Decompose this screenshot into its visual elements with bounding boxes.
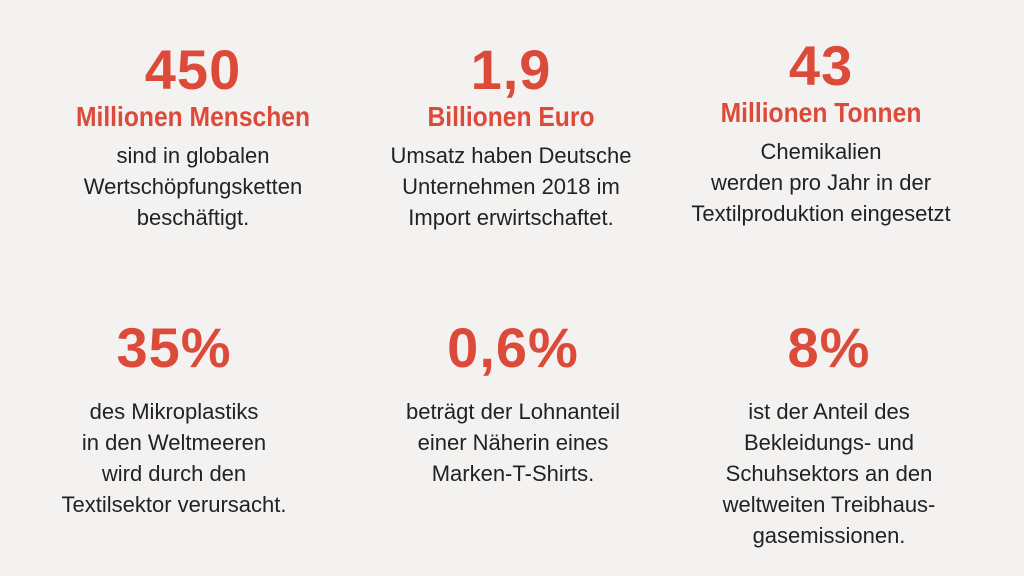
description-line: beträgt der Lohnanteil: [405, 399, 621, 424]
description-line: Chemikalien: [760, 139, 882, 164]
description-line: Marken-T-Shirts.: [431, 461, 595, 486]
description-line: gasemissionen.: [752, 523, 906, 548]
stat-number: 35%: [116, 316, 232, 379]
description-line: ist der Anteil des: [748, 399, 910, 424]
description-line: Wertschöpfungsketten: [83, 174, 303, 199]
description-line: sind in globalen: [116, 143, 270, 168]
description-line: einer Näherin eines: [417, 430, 609, 455]
description-line: in den Weltmeeren: [81, 430, 267, 455]
stat-description: sind in globalen Wertschöpfungsketten be…: [33, 140, 353, 233]
stat-number: 8%: [787, 316, 871, 379]
stat-description: beträgt der Lohnanteil einer Näherin ein…: [353, 396, 673, 489]
stat-microplastics: 35% des Mikroplastiks in den Weltmeeren …: [14, 318, 334, 520]
description-line: weltweiten Treibhaus-: [722, 492, 936, 517]
description-line: Unternehmen 2018 im: [402, 174, 620, 199]
stat-description: Umsatz haben Deutsche Unternehmen 2018 i…: [351, 140, 671, 233]
stat-description: ist der Anteil des Bekleidungs- und Schu…: [669, 396, 989, 551]
stat-unit: Millionen Tonnen: [720, 97, 922, 128]
stat-number: 43: [788, 34, 854, 97]
stat-description: des Mikroplastiks in den Weltmeeren wird…: [14, 396, 334, 520]
stat-unit: Millionen Menschen: [75, 101, 311, 132]
stat-unit: Billionen Euro: [427, 101, 595, 132]
stat-number: 450: [144, 38, 242, 101]
description-line: des Mikroplastiks: [89, 399, 259, 424]
description-line: beschäftigt.: [136, 205, 250, 230]
description-line: Textilproduktion eingesetzt: [691, 201, 951, 226]
stat-workers: 450 Millionen Menschen sind in globalen …: [33, 40, 353, 233]
stat-wage-share: 0,6% beträgt der Lohnanteil einer Näheri…: [353, 318, 673, 489]
description-line: Umsatz haben Deutsche: [390, 143, 632, 168]
stat-number: 0,6%: [447, 316, 579, 379]
description-line: werden pro Jahr in der: [710, 170, 932, 195]
stat-emissions: 8% ist der Anteil des Bekleidungs- und S…: [669, 318, 989, 551]
description-line: Schuhsektors an den: [725, 461, 933, 486]
description-line: wird durch den: [101, 461, 247, 486]
stat-number: 1,9: [470, 38, 552, 101]
description-line: Import erwirtschaftet.: [408, 205, 614, 230]
stat-revenue: 1,9 Billionen Euro Umsatz haben Deutsche…: [351, 40, 671, 233]
stat-chemicals: 43 Millionen Tonnen Chemikalien werden p…: [661, 36, 981, 229]
description-line: Bekleidungs- und: [743, 430, 914, 455]
description-line: Textilsektor verursacht.: [61, 492, 287, 517]
stat-description: Chemikalien werden pro Jahr in der Texti…: [661, 136, 981, 229]
